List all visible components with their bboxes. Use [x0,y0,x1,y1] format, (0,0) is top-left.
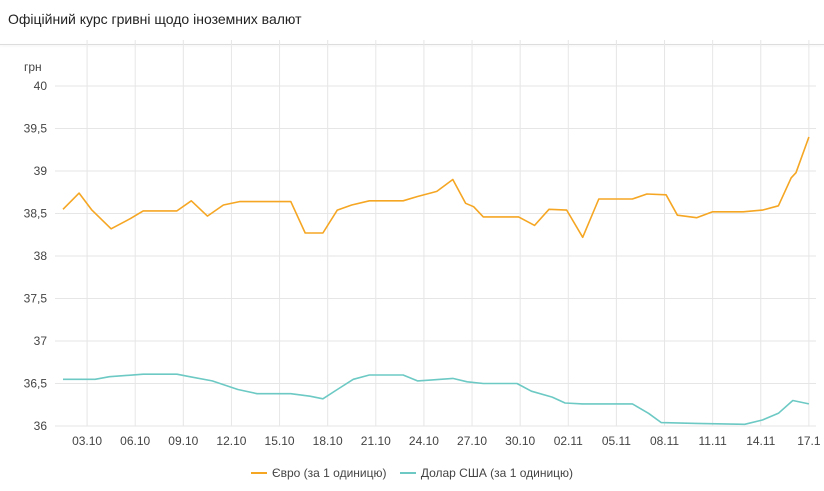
y-tick-label: 37 [34,334,48,348]
x-tick-label: 30.10 [505,434,535,448]
x-tick-label: 06.10 [120,434,150,448]
x-tick-label: 17.1 [797,434,821,448]
legend-item-usd[interactable]: Долар США (за 1 одиницю) [399,466,574,480]
x-tick-label: 11.11 [699,434,728,448]
x-tick-label: 24.10 [409,434,439,448]
header-divider [0,44,824,45]
y-tick-label: 40 [34,79,48,93]
y-tick-label: 39,5 [24,122,48,136]
usd-series-line [63,373,810,426]
chart-legend: Євро (за 1 одиницю) Долар США (за 1 один… [0,463,824,480]
x-tick-label: 03.10 [72,434,102,448]
x-tick-label: 18.10 [313,434,343,448]
y-tick-label: 36 [34,419,48,433]
legend-swatch-usd [399,472,416,474]
y-axis-unit-label: грн [24,60,42,74]
page-title: Офіційний курс гривні щодо іноземних вал… [8,11,302,27]
x-tick-label: 02.11 [554,434,583,448]
x-tick-label: 27.10 [457,434,487,448]
exchange-rate-chart: грн 40 39,5 39 38,5 38 37,5 37 36,5 36 03.10 06.10 0… [24,40,821,448]
x-tick-label: 21.10 [361,434,391,448]
y-tick-label: 39 [34,164,48,178]
legend-label-usd: Долар США (за 1 одиницю) [420,466,574,480]
legend-item-euro[interactable]: Євро (за 1 одиницю) [250,466,387,480]
x-tick-label: 15.10 [265,434,295,448]
x-tick-label: 14.11 [746,434,775,448]
x-tick-label: 09.10 [168,434,198,448]
euro-series-line [62,136,810,239]
y-tick-label: 37,5 [24,292,48,306]
y-tick-label: 38,5 [24,207,48,221]
x-tick-label: 05.11 [602,434,631,448]
x-tick-label: 08.11 [650,434,679,448]
legend-label-euro: Євро (за 1 одиницю) [271,466,387,480]
y-tick-label: 36,5 [24,377,48,391]
legend-swatch-euro [250,472,267,474]
y-tick-label: 38 [34,249,48,263]
x-tick-label: 12.10 [216,434,246,448]
